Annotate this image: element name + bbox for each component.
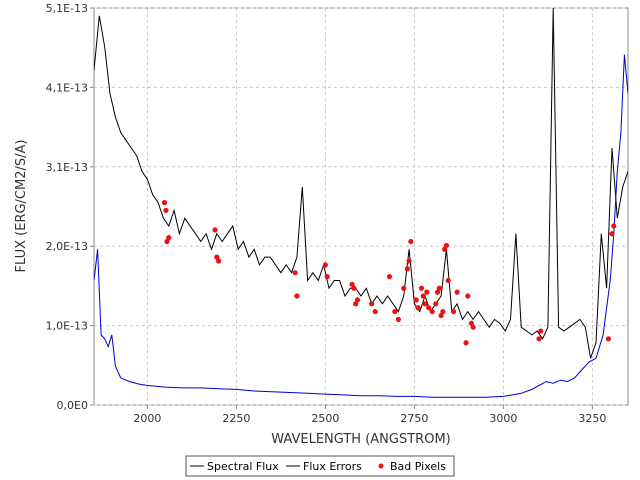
bad-pixel-point (369, 301, 375, 307)
bad-pixel-point (214, 254, 220, 260)
bad-pixel-point (395, 316, 401, 322)
series-layer (94, 8, 628, 398)
x-axis-title: WAVELENGTH (ANGSTROM) (271, 432, 450, 447)
bad-pixel-point (420, 293, 426, 299)
y-tick-label: 0,0E0 (57, 399, 88, 412)
bad-pixel-point (465, 293, 471, 299)
y-tick-label: 2,0E-13 (46, 240, 88, 253)
bad-pixel-point (450, 308, 457, 315)
bad-pixel-point (418, 285, 425, 291)
legend-label-flux-errors: Flux Errors (303, 460, 362, 473)
legend: Spectral Flux Flux Errors Bad Pixels (185, 455, 455, 477)
bad-pixel-point (372, 308, 378, 315)
bad-pixel-point (436, 285, 442, 291)
bad-pixel-point (440, 308, 446, 315)
bad-pixel-point (166, 235, 172, 241)
bad-pixel-point (324, 273, 330, 280)
bad-pixel-point (294, 293, 300, 299)
bad-pixel-point (353, 301, 359, 307)
x-tick-label: 2500 (311, 412, 339, 425)
y-axis-title: FLUX (ERG/CM2/S/A) (14, 140, 29, 273)
bad-pixel-point (386, 273, 393, 280)
bad-pixel-point (408, 238, 414, 245)
plot-area (93, 7, 629, 406)
bad-pixel-point (161, 200, 168, 206)
bad-pixel-point (434, 289, 441, 295)
y-axis: 0,0E0 1,0E-13 2,0E-13 3,1E-13 4,1E-13 5,1E-13 (46, 2, 94, 412)
bad-pixel-point (322, 262, 328, 268)
series-group (94, 8, 628, 398)
bad-pixel-point (164, 238, 170, 245)
bad-pixel-point (605, 336, 612, 342)
x-tick-label: 3250 (578, 412, 606, 425)
bad-pixel-point (415, 305, 421, 311)
x-tick-label: 2750 (400, 412, 428, 425)
bad-pixel-point (216, 258, 222, 264)
bad-pixel-point (292, 270, 298, 276)
bad-pixel-point (438, 312, 444, 319)
bad-pixel-point (433, 301, 439, 307)
flux-errors-line (94, 54, 628, 398)
bad-pixel-point (354, 297, 361, 303)
legend-label-spectral-flux: Spectral Flux (207, 460, 279, 473)
bad-pixel-point (404, 266, 410, 272)
bad-pixel-point (406, 258, 412, 264)
bad-pixel-point (468, 320, 474, 326)
y-tick-label: 4,1E-13 (46, 81, 88, 94)
bad-pixel-point (429, 308, 435, 315)
legend-label-bad-pixels: Bad Pixels (390, 460, 446, 473)
legend-box (185, 455, 455, 477)
bad-pixel-point (536, 336, 542, 342)
bad-pixel-point (463, 340, 469, 346)
x-tick-label: 2000 (133, 412, 161, 425)
bad-pixel-point (351, 285, 357, 291)
bad-pixel-point (424, 289, 430, 295)
bad-pixel-point (349, 281, 355, 287)
bad-pixel-point (426, 305, 432, 311)
bad-pixel-point (413, 297, 419, 303)
y-tick-label: 3,1E-13 (46, 161, 88, 174)
bad-pixel-point (392, 308, 398, 315)
bad-pixel-point (609, 231, 615, 237)
y-tick-label: 5,1E-13 (46, 2, 88, 15)
spectral-flux-line (94, 8, 628, 359)
bad-pixel-point (454, 289, 460, 295)
x-tick-label: 3000 (489, 412, 517, 425)
bad-pixel-point (422, 301, 428, 307)
bad-pixel-point (470, 324, 476, 330)
bad-pixel-point (443, 242, 450, 249)
x-axis: 2000 2250 2500 2750 3000 3250 (133, 405, 606, 425)
bad-pixel-point (611, 223, 617, 229)
bad-pixel-point (212, 227, 218, 233)
bad-pixel-point (445, 277, 451, 284)
x-tick-label: 2250 (222, 412, 250, 425)
grid-lines (94, 7, 628, 406)
legend-swatch-bad-pixels (378, 463, 384, 469)
bad-pixel-point (538, 328, 544, 334)
bad-pixel-point (163, 207, 169, 213)
y-tick-label: 1,0E-13 (46, 320, 88, 333)
bad-pixel-point (442, 246, 448, 252)
bad-pixel-point (401, 285, 407, 291)
